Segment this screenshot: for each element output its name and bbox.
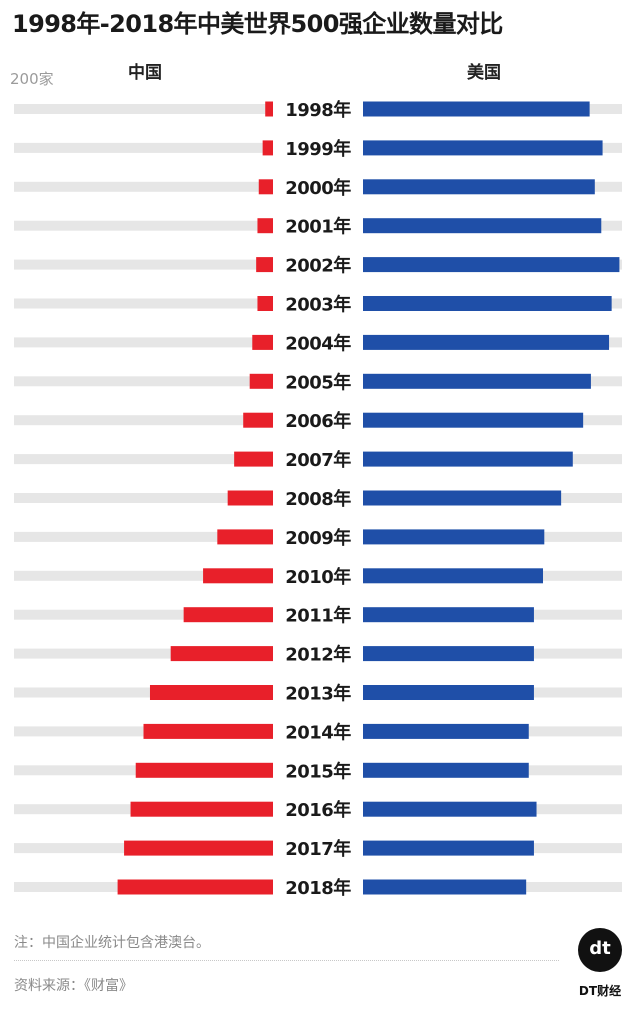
china-track-bg [14,376,273,387]
usa-bar [363,762,529,778]
usa-bar [363,218,602,234]
usa-bar [363,568,544,584]
footnote: 注：中国企业统计包含港澳台。 [14,935,210,951]
china-bar [249,373,273,389]
usa-bar [363,801,537,817]
year-label: 2002年 [285,255,351,277]
usa-bar [363,101,590,117]
footer-divider [14,960,559,961]
china-bar [124,840,273,856]
china-bar [262,140,273,156]
china-track-bg [14,298,273,309]
china-bar [217,529,273,545]
china-track-bg [14,687,273,698]
usa-bar [363,723,529,739]
year-label: 2017年 [285,838,351,860]
dt-logo-icon: dt [578,928,622,972]
year-label: 2008年 [285,488,351,510]
china-track-bg [14,220,273,231]
source-note: 资料来源：《财富》 [14,978,133,994]
year-label: 2018年 [285,877,351,899]
china-bar [149,685,273,700]
china-track-bg [14,415,273,426]
year-label: 2001年 [285,216,351,238]
usa-column-label: 美国 [467,63,501,83]
year-label: 2006年 [285,410,351,432]
china-track-bg [14,531,273,542]
china-track-bg [14,181,273,192]
year-label: 2004年 [285,332,351,354]
usa-bar [363,490,562,506]
year-label: 1998年 [285,99,351,121]
usa-bar [363,685,534,700]
china-bar [243,412,273,428]
china-bar [257,218,273,234]
year-label: 2005年 [285,371,351,393]
china-track-bg [14,337,273,348]
china-bar [256,257,273,273]
china-track-bg [14,104,273,114]
chart-canvas: 1998年 1999年 2000年 2001年 2002年 2003年 2004年 2005年… [14,99,622,899]
china-track-bg [14,648,273,659]
usa-bar [363,296,612,311]
china-track-bg [14,259,273,270]
year-label: 2000年 [285,177,351,199]
china-bar [257,296,273,311]
china-track-bg [14,454,273,465]
year-label: 2015年 [285,760,351,782]
year-label: 2014年 [285,721,351,743]
year-label: 2010年 [285,566,351,588]
usa-bar [363,334,610,350]
usa-bar [363,607,534,623]
year-label: 2003年 [285,294,351,316]
china-track-bg [14,609,273,620]
scale-label: 200家 [10,70,54,88]
china-bar [183,607,273,623]
china-bar [203,568,273,584]
usa-bar [363,179,595,195]
usa-bar [363,257,620,273]
usa-bar [363,412,584,428]
china-bar [252,334,273,350]
year-label: 2007年 [285,449,351,471]
china-track-bg [14,570,273,581]
china-bar [258,179,273,195]
china-bar [227,490,273,506]
china-bar [234,451,273,467]
year-label: 2009年 [285,527,351,549]
year-label: 2016年 [285,799,351,821]
china-bar [170,646,273,662]
year-label: 2012年 [285,644,351,666]
chart-title: 1998年-2018年中美世界500强企业数量对比 [12,10,503,38]
usa-bar [363,140,603,156]
usa-bar [363,646,534,662]
usa-bar [363,451,573,467]
brand-name: DT财经 [578,984,622,998]
china-bar [265,101,273,117]
usa-bar [363,529,545,545]
china-bar [130,801,273,817]
china-track-bg [14,493,273,503]
china-column-label: 中国 [128,63,162,83]
year-label: 2011年 [285,605,351,627]
year-label: 2013年 [285,683,351,705]
china-bar [117,879,273,895]
year-label: 1999年 [285,138,351,160]
usa-bar [363,373,591,389]
china-track-bg [14,142,273,153]
usa-bar [363,879,527,895]
china-bar [135,762,273,778]
usa-bar [363,840,534,856]
china-bar [143,723,273,739]
